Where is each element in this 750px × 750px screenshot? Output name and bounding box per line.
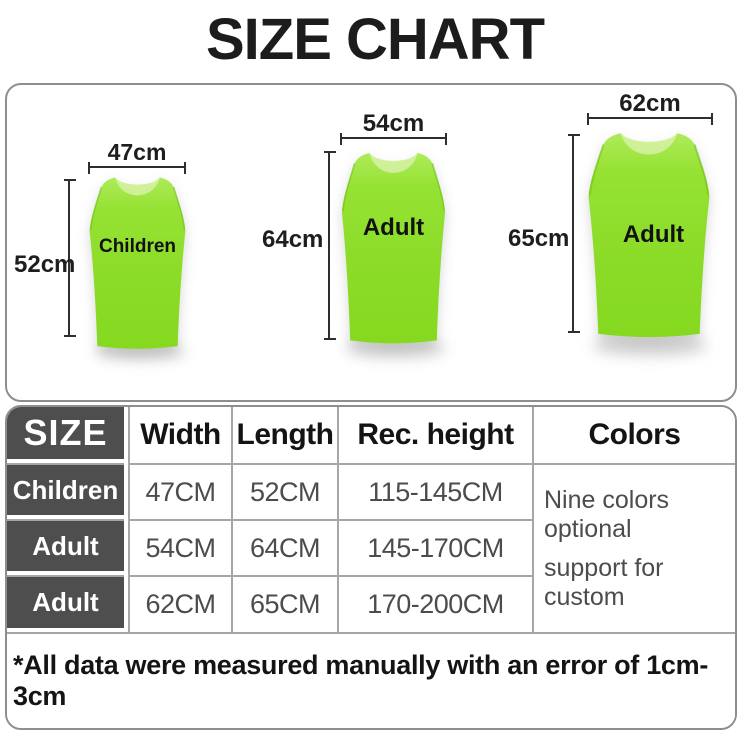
table-row-children-label: Children: [7, 463, 124, 515]
vest-adult-medium-width-label: 54cm: [362, 110, 425, 137]
colors-note-line-2: support for custom: [544, 553, 664, 611]
vest-adult-large-image: [588, 133, 710, 338]
table-row-adult-medium-width: 54CM: [128, 519, 231, 575]
vest-adult-medium-size-label: Adult: [362, 214, 425, 241]
vest-adult-medium-height-label: 64cm: [262, 226, 324, 253]
vest-adult-medium-width-measure: [340, 133, 447, 145]
vest-children-size-label: Children: [98, 236, 177, 257]
table-row-adult-medium-label: Adult: [7, 519, 124, 571]
measurement-disclaimer: *All data were measured manually with an…: [7, 632, 735, 728]
table-row-children-length: 52CM: [231, 463, 337, 519]
table-row-adult-large-label: Adult: [7, 575, 124, 628]
vest-adult-medium-shadow: [346, 340, 446, 358]
page-title: SIZE CHART: [206, 7, 545, 72]
table-header-width: Width: [128, 407, 231, 463]
colors-note-line-1: Nine colors optional: [544, 485, 670, 543]
size-table: SIZE Width Length Rec. height Colors Chi…: [5, 405, 737, 730]
vest-children-image: [89, 177, 186, 349]
table-row-adult-large-width: 62CM: [128, 575, 231, 632]
table-row-adult-large-rec-height: 170-200CM: [337, 575, 532, 632]
vest-children-height-measure: [64, 179, 76, 337]
vest-adult-medium-image: [341, 152, 446, 344]
vest-adult-large-shadow: [592, 336, 708, 356]
vest-adult-large-height-measure: [568, 134, 580, 333]
table-header-length: Length: [231, 407, 337, 463]
table-row-adult-large-length: 65CM: [231, 575, 337, 632]
table-header-size: SIZE: [7, 407, 124, 459]
vest-children-width-measure: [88, 162, 186, 174]
table-colors-note: Nine colors optional support for custom: [532, 463, 735, 632]
vest-adult-large-width-label: 62cm: [619, 90, 681, 117]
table-row-adult-medium-rec-height: 145-170CM: [337, 519, 532, 575]
table-header-colors: Colors: [532, 407, 735, 463]
table-header-rec-height: Rec. height: [337, 407, 532, 463]
table-row-children-width: 47CM: [128, 463, 231, 519]
table-row-children-rec-height: 115-145CM: [337, 463, 532, 519]
vest-adult-medium-height-measure: [324, 151, 336, 340]
vest-adult-large-height-label: 65cm: [508, 225, 570, 252]
vest-children-width-label: 47cm: [107, 139, 167, 165]
table-row-adult-medium-length: 64CM: [231, 519, 337, 575]
vest-children-height-label: 52cm: [14, 251, 76, 278]
vest-adult-large-size-label: Adult: [622, 221, 685, 248]
vest-adult-large-width-measure: [587, 113, 713, 125]
